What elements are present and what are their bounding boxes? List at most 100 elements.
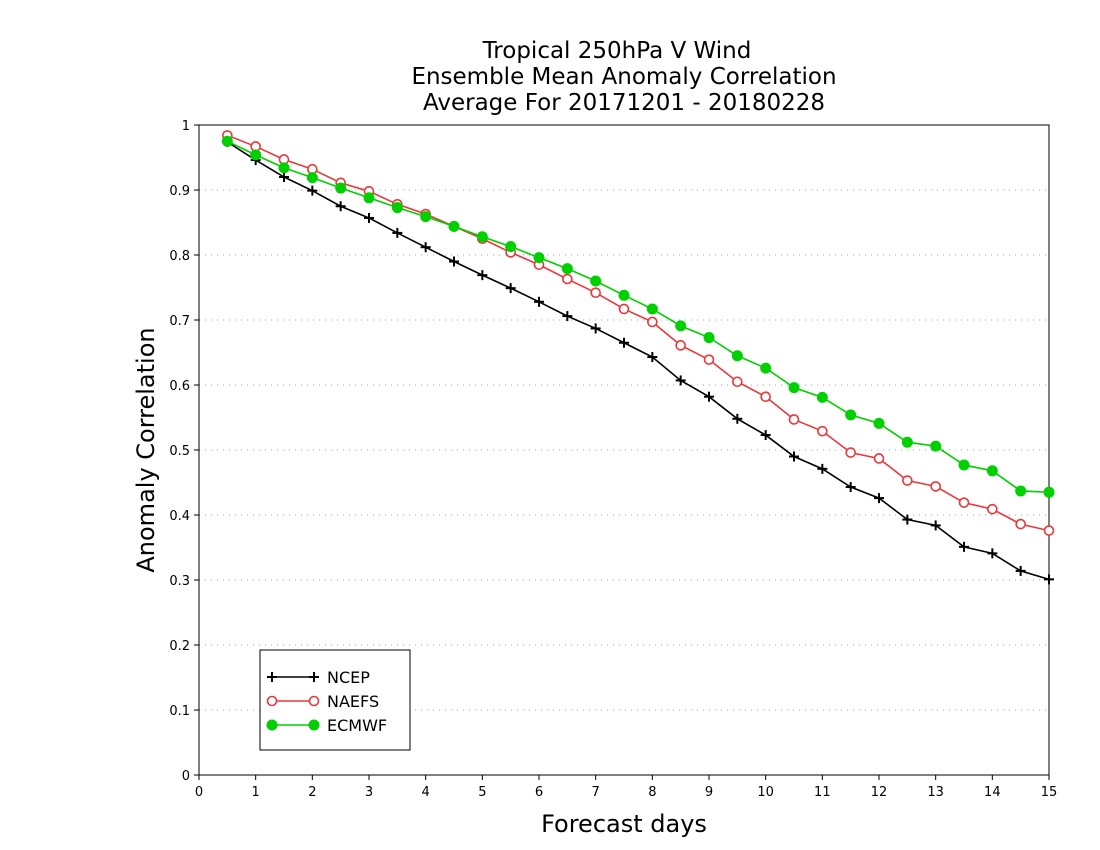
x-axis-label: Forecast days (541, 810, 707, 838)
data-point-naefs (732, 376, 743, 388)
series-line-naefs (227, 134, 1050, 532)
data-point-naefs (1043, 525, 1055, 536)
data-point-ecmwf (363, 192, 375, 204)
chart-title-line-3: Average For 20171201 - 20180228 (423, 90, 825, 116)
x-tick-label: 11 (814, 785, 831, 800)
data-point-ecmwf (731, 350, 743, 362)
data-point-ncep (817, 463, 828, 474)
data-point-ecmwf (930, 440, 942, 452)
data-point-ecmwf (590, 275, 602, 287)
x-tick-label: 8 (648, 785, 656, 800)
data-point-ncep (874, 493, 884, 504)
y-axis-label: Anomaly Correlation (132, 327, 160, 572)
data-point-naefs (788, 414, 800, 425)
data-point-ncep (335, 201, 346, 212)
data-point-ncep (902, 514, 913, 525)
data-point-ecmwf (1043, 486, 1055, 498)
data-point-ncep (760, 430, 771, 441)
data-point-ncep (930, 520, 941, 531)
y-tick-label: 0.1 (169, 704, 190, 719)
data-point-ecmwf (391, 202, 403, 214)
x-tick-label: 2 (308, 785, 316, 800)
data-point-ecmwf (788, 382, 800, 394)
data-point-ecmwf (561, 263, 573, 275)
x-tick-label: 3 (365, 785, 373, 800)
data-point-ecmwf (335, 182, 347, 194)
data-point-ncep (789, 451, 799, 462)
data-point-ecmwf (845, 409, 857, 421)
legend-marker (266, 719, 278, 731)
series-line-ncep (226, 141, 1050, 581)
data-point-ecmwf (250, 149, 262, 161)
x-tick-label: 13 (927, 785, 944, 800)
data-point-naefs (590, 287, 601, 299)
data-point-ecmwf (420, 211, 432, 223)
x-tick-label: 0 (195, 785, 203, 800)
data-point-ncep (845, 482, 856, 493)
data-point-ecmwf (901, 436, 913, 448)
data-point-ecmwf (278, 162, 290, 174)
data-point-ecmwf (760, 362, 772, 374)
data-point-ncep (505, 283, 516, 294)
x-tick-label: 9 (705, 785, 713, 800)
data-point-naefs (817, 425, 828, 437)
data-point-ncep (647, 352, 658, 363)
chart-title-line-1: Tropical 250hPa V Wind (482, 38, 752, 64)
data-point-naefs (647, 316, 658, 328)
data-point-ncep (477, 270, 488, 281)
data-point-ncep (562, 311, 573, 322)
data-point-ncep (449, 256, 459, 267)
data-point-naefs (703, 354, 715, 365)
legend: NCEP NAEFS ECMWF (259, 649, 411, 751)
data-point-naefs (958, 497, 970, 508)
y-tick-label: 0.8 (169, 249, 190, 264)
data-point-ncep (364, 212, 374, 223)
data-point-ncep (704, 391, 714, 402)
y-tick-label: 0.7 (169, 314, 190, 329)
data-point-ncep (619, 337, 629, 348)
series-naefs (222, 130, 1055, 536)
data-point-ncep (392, 227, 403, 238)
data-point-ecmwf (646, 303, 658, 315)
data-point-ncep (732, 413, 743, 424)
series-ncep (222, 136, 1054, 585)
data-point-naefs (760, 391, 771, 403)
y-tick-label: 0.5 (169, 444, 190, 459)
legend-marker (309, 672, 319, 682)
x-tick-label: 14 (984, 785, 1001, 800)
legend-label: NCEP (327, 668, 370, 687)
x-tick-label: 12 (871, 785, 888, 800)
legend-item-ecmwf: ECMWF (266, 716, 387, 735)
y-tick-label: 1 (182, 119, 190, 134)
data-point-ncep (1044, 574, 1054, 585)
y-tick-label: 0 (182, 769, 190, 784)
chart-title: Tropical 250hPa V Wind Ensemble Mean Ano… (411, 38, 836, 116)
x-tick-label: 6 (535, 785, 543, 800)
y-axis: 0 0.1 0.2 0.3 0.4 0.5 0.6 0.7 0.8 0.9 1 (169, 119, 199, 784)
data-point-ecmwf (448, 220, 460, 232)
data-point-ecmwf (306, 172, 318, 184)
legend-marker (308, 719, 320, 731)
y-tick-label: 0.4 (169, 509, 190, 524)
data-point-ecmwf (816, 391, 828, 403)
x-tick-label: 4 (422, 785, 430, 800)
x-tick-label: 10 (757, 785, 774, 800)
data-point-naefs (873, 453, 885, 464)
data-point-naefs (845, 447, 856, 458)
data-point-ncep (420, 242, 431, 253)
data-point-naefs (675, 340, 686, 351)
legend-box (259, 649, 411, 751)
data-point-ecmwf (533, 252, 545, 264)
data-point-ecmwf (675, 320, 687, 332)
data-point-ecmwf (958, 459, 970, 471)
y-tick-label: 0.9 (169, 184, 190, 199)
data-point-naefs (930, 481, 941, 492)
series-ecmwf (221, 135, 1055, 498)
data-point-ecmwf (618, 289, 630, 301)
legend-marker (266, 695, 278, 707)
series-layer (221, 130, 1055, 585)
data-point-ncep (675, 375, 686, 386)
legend-label: ECMWF (327, 716, 387, 735)
x-tick-label: 15 (1041, 785, 1058, 800)
